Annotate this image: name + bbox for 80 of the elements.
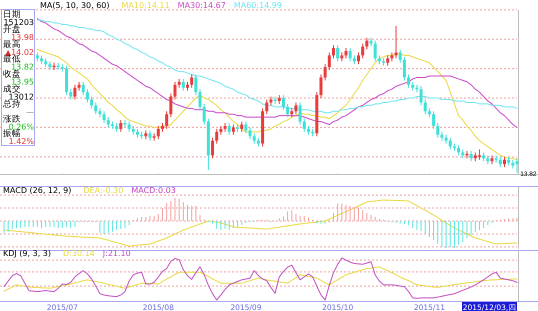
candlestick bbox=[252, 132, 256, 144]
candlestick bbox=[190, 74, 194, 88]
candlestick bbox=[420, 86, 423, 106]
candlestick bbox=[394, 26, 398, 59]
candlestick bbox=[319, 74, 322, 99]
candlestick bbox=[457, 144, 460, 156]
legend-title: KDJ (9, 3, 3) bbox=[3, 249, 51, 258]
text: MA60:14.99 bbox=[234, 1, 282, 10]
annotation: 涨跌 bbox=[3, 113, 21, 124]
legend-title: MA(5, 10, 30, 60) bbox=[40, 1, 110, 10]
candlestick bbox=[182, 78, 185, 92]
candlestick bbox=[332, 44, 335, 59]
annotation: 成交 bbox=[3, 84, 21, 94]
candlestick bbox=[344, 48, 348, 59]
text: D:30.14 bbox=[63, 249, 95, 258]
candlestick bbox=[106, 116, 110, 128]
legend-title: MACD (26, 12, 9) bbox=[3, 186, 72, 195]
candlestick bbox=[119, 120, 122, 132]
text: DEA:-0.30 bbox=[83, 186, 124, 195]
candlestick bbox=[174, 81, 176, 100]
candlestick bbox=[128, 121, 131, 132]
annotation: 最低 bbox=[3, 54, 21, 65]
annotation: — bbox=[26, 107, 34, 116]
candlestick bbox=[328, 52, 331, 71]
candlestick bbox=[407, 74, 410, 88]
candlestick bbox=[232, 124, 235, 136]
candlestick bbox=[169, 93, 172, 118]
annotation: 151203 bbox=[3, 18, 34, 27]
candlestick bbox=[65, 65, 68, 96]
candlestick bbox=[336, 44, 340, 62]
candlestick bbox=[432, 110, 436, 130]
series-label: MACD:0.03 bbox=[131, 186, 176, 195]
candlestick bbox=[286, 103, 290, 118]
candlestick bbox=[86, 88, 89, 103]
candlestick bbox=[302, 118, 306, 132]
candlestick bbox=[436, 122, 440, 138]
candlestick bbox=[498, 156, 502, 168]
text: 日期 bbox=[3, 9, 21, 20]
candlestick bbox=[298, 102, 302, 125]
candlestick bbox=[282, 94, 285, 110]
candlestick bbox=[386, 54, 390, 66]
candlestick bbox=[94, 102, 98, 115]
candlestick bbox=[90, 96, 94, 109]
candlestick bbox=[248, 126, 252, 140]
candlestick bbox=[194, 74, 198, 96]
candlestick bbox=[198, 88, 202, 110]
candlestick bbox=[402, 56, 406, 81]
candlestick bbox=[478, 148, 481, 160]
text: J:21.10 bbox=[102, 249, 131, 258]
annotation: 收盘 bbox=[3, 68, 21, 80]
candlestick bbox=[73, 84, 76, 100]
text: MA10:14.11 bbox=[122, 1, 170, 10]
candlestick bbox=[265, 99, 268, 115]
candlestick bbox=[324, 64, 327, 81]
candlestick bbox=[502, 156, 506, 168]
candlestick bbox=[448, 137, 452, 150]
candlestick bbox=[374, 40, 377, 62]
candlestick bbox=[82, 81, 85, 96]
candlestick bbox=[215, 128, 218, 144]
text: MA30:14.67 bbox=[178, 1, 226, 10]
candlestick bbox=[398, 49, 402, 64]
candlestick bbox=[424, 99, 427, 115]
candlestick bbox=[294, 102, 298, 115]
candlestick bbox=[156, 125, 160, 140]
candlestick bbox=[516, 158, 518, 174]
candlestick bbox=[361, 43, 364, 59]
candlestick bbox=[102, 110, 106, 124]
candlestick bbox=[240, 121, 244, 132]
candlestick bbox=[165, 110, 168, 130]
candlestick bbox=[228, 122, 231, 136]
candlestick bbox=[69, 88, 72, 100]
candlestick bbox=[348, 48, 352, 62]
candlestick bbox=[148, 130, 152, 142]
candlestick bbox=[244, 121, 248, 134]
candlestick bbox=[202, 103, 206, 125]
candlestick bbox=[365, 37, 368, 50]
candlestick bbox=[357, 52, 360, 65]
candlestick bbox=[211, 137, 214, 159]
annotation: 1.42% bbox=[8, 137, 34, 146]
candlestick bbox=[470, 150, 473, 162]
